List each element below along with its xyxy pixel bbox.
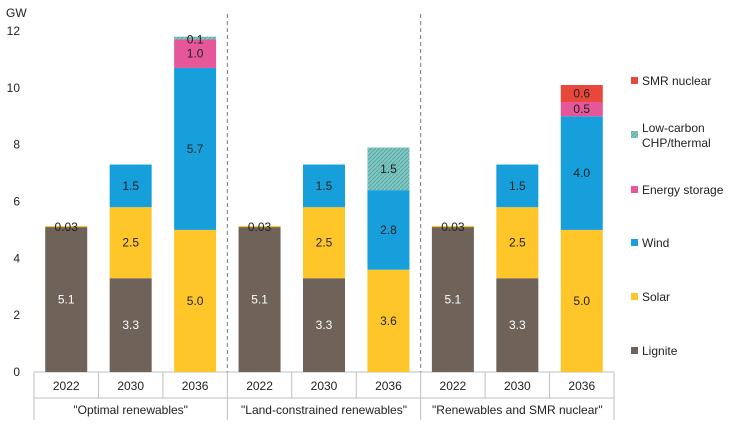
bar-segment-wind <box>560 116 603 230</box>
x-category-label: 2022 <box>440 379 467 393</box>
bar-segment-lignite <box>45 227 88 372</box>
y-tick-label: 0 <box>13 365 20 379</box>
legend-label: Solar <box>642 290 670 304</box>
bar-segment-energy-storage <box>560 102 603 117</box>
x-category-label: 2030 <box>117 379 144 393</box>
bar-segment-solar <box>109 207 152 279</box>
data-label: 1.5 <box>509 179 526 193</box>
bar-segment-low-carbon-chp-thermal <box>174 36 217 40</box>
bar-segment-solar <box>431 225 474 228</box>
bar-segment-wind <box>303 164 345 208</box>
data-label: 0.03 <box>441 220 465 234</box>
x-group-label: "Optimal renewables" <box>73 403 188 417</box>
data-label: 2.5 <box>122 236 139 250</box>
x-category-label: 2036 <box>568 379 595 393</box>
data-label: 5.0 <box>187 294 204 308</box>
legend-label: SMR nuclear <box>642 74 711 88</box>
legend-swatch <box>631 186 638 193</box>
x-group-label: "Land-constrained renewables" <box>241 403 407 417</box>
data-label: 3.3 <box>509 318 526 332</box>
legend-swatch <box>631 131 638 138</box>
bar-segment-energy-storage <box>174 39 217 68</box>
bar-segment-solar <box>303 207 345 279</box>
bar-segment-solar <box>496 207 539 279</box>
data-label: 2.5 <box>509 236 526 250</box>
x-category-label: 2030 <box>311 379 338 393</box>
y-tick-label: 10 <box>7 81 21 95</box>
bar-segment-solar <box>560 229 603 372</box>
bar-segment-wind <box>174 67 217 230</box>
bar-segment-wind <box>496 164 539 208</box>
data-label: 0.1 <box>187 33 204 47</box>
data-label: 4.0 <box>573 166 590 180</box>
data-label: 2.5 <box>316 236 333 250</box>
data-label: 0.03 <box>248 220 272 234</box>
legend-label: Wind <box>642 236 669 250</box>
data-label: 5.7 <box>187 142 204 156</box>
data-label: 1.0 <box>187 47 204 61</box>
legend-swatch <box>631 293 638 300</box>
data-label: 1.5 <box>122 179 139 193</box>
data-label: 5.0 <box>573 294 590 308</box>
data-label: 0.5 <box>573 102 590 116</box>
y-tick-label: 4 <box>13 251 20 265</box>
legend-swatch <box>631 239 638 246</box>
bar-segment-lignite <box>109 278 152 372</box>
data-label: 3.6 <box>380 314 397 328</box>
x-category-label: 2036 <box>182 379 209 393</box>
x-category-label: 2036 <box>375 379 402 393</box>
legend-label: Energy storage <box>642 183 724 197</box>
y-tick-label: 6 <box>13 195 20 209</box>
bar-segment-solar <box>238 225 281 228</box>
legend-swatch <box>631 77 638 84</box>
bar-segment-solar <box>45 225 88 228</box>
x-category-label: 2022 <box>246 379 273 393</box>
legend-label: CHP/thermal <box>642 136 711 150</box>
legend-label: Lignite <box>642 344 678 358</box>
bar-segment-wind <box>109 164 152 208</box>
legend-swatch <box>631 347 638 354</box>
x-group-label: "Renewables and SMR nuclear" <box>432 403 603 417</box>
bar-segment-lignite <box>496 278 539 372</box>
legend-label: Low-carbon <box>642 121 705 135</box>
y-tick-label: 12 <box>7 24 21 38</box>
data-label: 0.6 <box>573 87 590 101</box>
bar-segment-solar <box>174 229 217 372</box>
bar-segment-lignite <box>238 227 281 372</box>
bar-segment-solar <box>367 269 410 372</box>
bar-segment-lignite <box>431 227 474 372</box>
data-label: 1.5 <box>316 179 333 193</box>
data-label: 0.03 <box>55 220 79 234</box>
data-label: 3.3 <box>122 318 139 332</box>
data-label: 1.5 <box>380 162 397 176</box>
y-tick-label: 2 <box>13 308 20 322</box>
bar-segment-wind <box>367 190 410 270</box>
data-label: 5.1 <box>445 293 462 307</box>
y-axis-unit: GW <box>6 6 27 20</box>
data-label: 5.1 <box>58 293 75 307</box>
data-label: 2.8 <box>380 223 397 237</box>
data-label: 5.1 <box>251 293 268 307</box>
y-tick-label: 8 <box>13 138 20 152</box>
x-category-label: 2030 <box>504 379 531 393</box>
bar-segment-smr-nuclear <box>560 84 603 103</box>
x-category-label: 2022 <box>53 379 80 393</box>
data-label: 3.3 <box>316 318 333 332</box>
bar-segment-lignite <box>303 278 345 372</box>
bar-segment-low-carbon-chp-thermal <box>367 147 410 191</box>
